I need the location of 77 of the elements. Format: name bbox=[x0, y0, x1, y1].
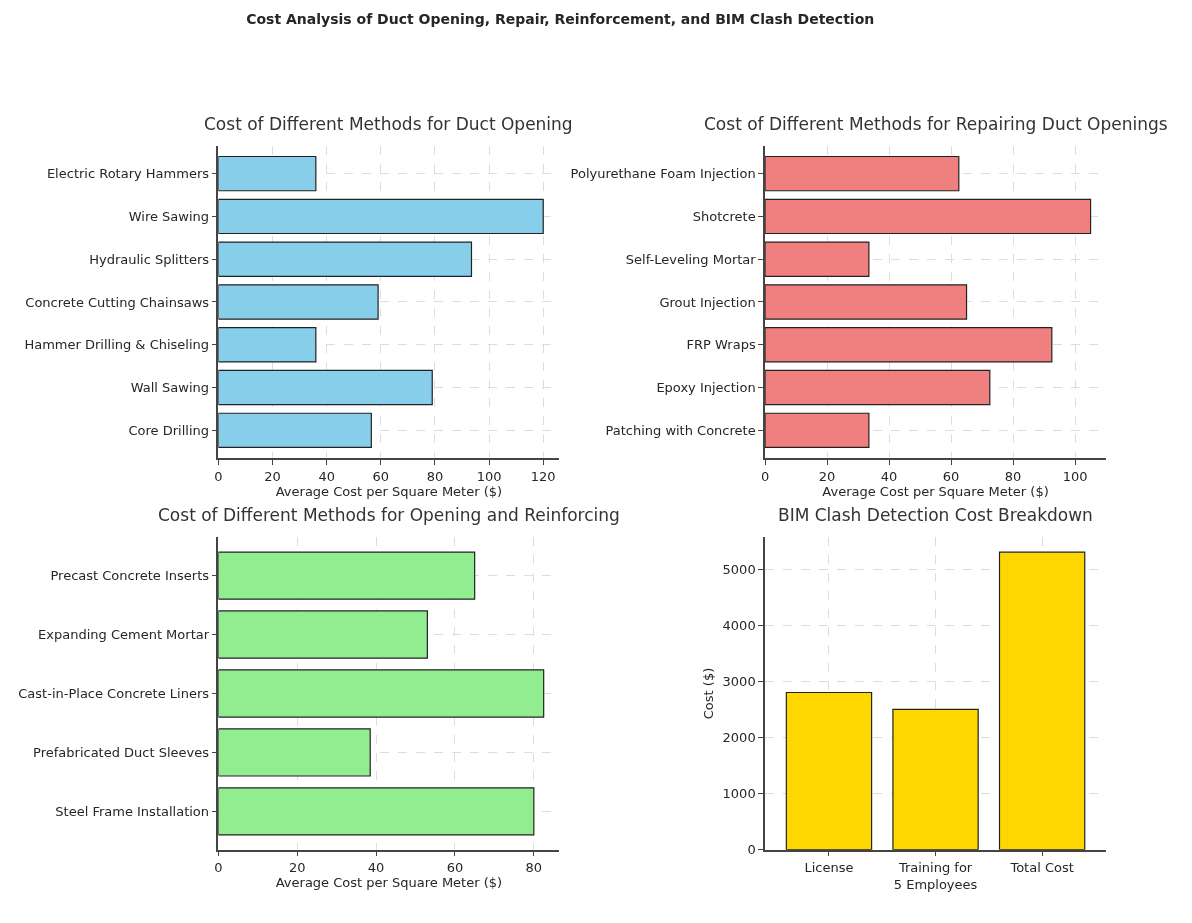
bar bbox=[218, 610, 428, 659]
bar bbox=[765, 327, 1053, 363]
x-tick-label: 60 bbox=[372, 468, 390, 484]
x-tick-label: License bbox=[804, 860, 854, 876]
y-tick-label: Precast Concrete Inserts bbox=[50, 568, 210, 584]
y-tick-label: Electric Rotary Hammers bbox=[46, 166, 210, 182]
y-tick-label: Shotcrete bbox=[692, 208, 756, 224]
bar bbox=[765, 155, 960, 192]
y-tick-label: 4000 bbox=[722, 617, 756, 633]
x-axis-title: Average Cost per Square Meter ($) bbox=[275, 483, 503, 499]
y-tick-label: Hammer Drilling & Chiseling bbox=[24, 337, 210, 353]
y-tick-label: Grout Injection bbox=[659, 294, 756, 310]
bar bbox=[218, 551, 476, 600]
text: Cost Analysis of Duct Opening, Repair, Reinforcement, and BIM Clash Detection bbox=[246, 10, 875, 27]
x-tick-label: 20 bbox=[264, 468, 281, 484]
y-tick-label: Epoxy Injection bbox=[656, 380, 756, 396]
x-tick-label: 120 bbox=[530, 468, 556, 484]
x-tick-label: 100 bbox=[476, 468, 502, 484]
x-axis-title: Average Cost per Square Meter ($) bbox=[275, 875, 503, 891]
y-tick-label: 5000 bbox=[722, 561, 756, 577]
bar bbox=[218, 787, 535, 836]
y-tick-label: 0 bbox=[747, 842, 756, 858]
y-tick-label: Hydraulic Splitters bbox=[89, 251, 210, 267]
x-tick-label: 20 bbox=[818, 468, 836, 484]
x-tick-label: 40 bbox=[367, 860, 385, 876]
y-tick-label: Prefabricated Duct Sleeves bbox=[33, 744, 210, 760]
y-tick-label: 3000 bbox=[722, 673, 756, 689]
x-tick-label: 80 bbox=[426, 468, 444, 484]
x-tick-label: 60 bbox=[446, 860, 464, 876]
y-tick-label: Concrete Cutting Chainsaws bbox=[25, 294, 210, 310]
bar bbox=[765, 369, 991, 406]
bar bbox=[218, 241, 473, 277]
x-tick-label: 20 bbox=[288, 860, 306, 876]
x-tick-label: 0 bbox=[214, 860, 223, 876]
y-tick-label: Patching with Concrete bbox=[605, 422, 756, 438]
y-axis-title: Cost ($) bbox=[701, 667, 717, 720]
x-tick-label: 60 bbox=[942, 468, 960, 484]
y-tick-label: Core Drilling bbox=[128, 422, 210, 438]
y-tick-label: Self-Leveling Mortar bbox=[625, 251, 757, 267]
y-tick-label: 1000 bbox=[722, 786, 756, 802]
bar bbox=[765, 284, 968, 320]
bar bbox=[785, 691, 873, 850]
chart-title: Cost of Different Methods for Repairing Duct Openings bbox=[704, 114, 1168, 134]
x-tick-label: 100 bbox=[1062, 468, 1088, 484]
bar bbox=[765, 412, 870, 449]
y-tick-label: Steel Frame Installation bbox=[55, 803, 210, 819]
chart-title: Cost of Different Methods for Duct Opening bbox=[204, 114, 573, 134]
chart-title: Cost of Different Methods for Opening and Reinforcing bbox=[158, 505, 620, 525]
bar bbox=[998, 551, 1086, 850]
x-tick-label: Training for 5 Employees bbox=[893, 860, 978, 892]
x-tick-label: 0 bbox=[214, 468, 223, 484]
bar bbox=[892, 708, 979, 850]
x-tick-label: 40 bbox=[880, 468, 898, 484]
y-tick-label: Wall Sawing bbox=[130, 380, 210, 396]
y-tick-label: Polyurethane Foam Injection bbox=[570, 166, 756, 182]
y-tick-label: FRP Wraps bbox=[686, 337, 756, 353]
chart-title: BIM Clash Detection Cost Breakdown bbox=[778, 505, 1093, 525]
y-tick-label: Expanding Cement Mortar bbox=[38, 627, 210, 643]
bar bbox=[765, 241, 870, 277]
x-axis-title: Average Cost per Square Meter ($) bbox=[822, 483, 1049, 499]
x-tick-label: Total Cost bbox=[1009, 860, 1074, 876]
x-tick-label: 40 bbox=[318, 468, 335, 484]
bar bbox=[218, 155, 317, 192]
bar bbox=[765, 198, 1092, 235]
x-tick-label: 80 bbox=[525, 860, 543, 876]
y-tick-label: Cast-in-Place Concrete Liners bbox=[18, 686, 210, 702]
bar bbox=[218, 412, 372, 449]
bar bbox=[218, 669, 545, 718]
bar bbox=[218, 369, 433, 406]
x-tick-label: 0 bbox=[760, 468, 770, 484]
bar bbox=[218, 327, 317, 363]
y-tick-label: 2000 bbox=[722, 729, 756, 745]
x-tick-label: 80 bbox=[1004, 468, 1022, 484]
bar bbox=[218, 728, 371, 777]
bar bbox=[218, 198, 544, 235]
y-tick-label: Wire Sawing bbox=[128, 208, 210, 224]
bar bbox=[218, 284, 379, 320]
